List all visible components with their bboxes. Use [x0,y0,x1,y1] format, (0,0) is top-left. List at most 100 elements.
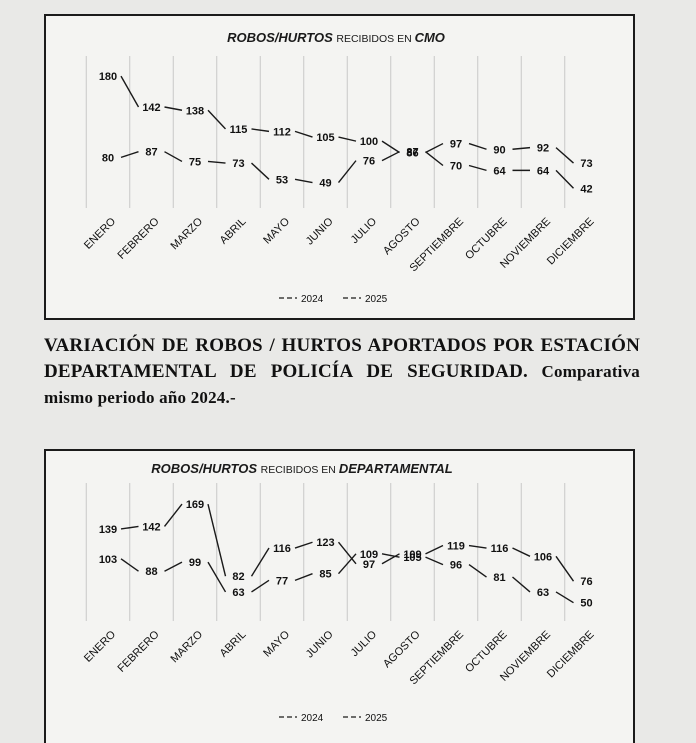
data-label-2025: 50 [580,598,592,610]
series-2024-segment [120,75,140,108]
series-2024-segment [425,544,444,555]
chart-departamental: ROBOS/HURTOS RECIBIDOS EN DEPARTAMENTAL 1… [44,449,635,743]
data-label-2024: 142 [142,102,160,114]
series-2024-segment [207,109,227,130]
chart-title-middle: RECIBIDOS EN [261,464,339,476]
data-label-2024: 106 [534,551,552,563]
data-label-2025: 70 [450,161,462,173]
data-label-2024: 100 [360,136,378,148]
series-2025-segment [120,558,139,572]
series-2025-segment [381,553,400,558]
series-2024-segment [381,140,400,154]
series-2024-segment [163,503,183,527]
data-label-2025: 81 [493,572,505,584]
x-tick-label: ENERO [82,628,118,664]
x-tick-label: OCTUBRE [463,216,510,263]
data-label-2024: 109 [403,549,421,561]
data-label-2025: 53 [276,174,288,186]
data-label-2025: 64 [537,165,550,177]
heading-main: VARIACIÓN DE ROBOS / HURTOS APORTADOS PO… [44,335,640,382]
data-label-2024: 82 [232,571,244,583]
series-2024-segment [294,130,313,138]
x-tick-label: ABRIL [218,629,249,660]
x-tick-label: OCTUBRE [463,629,510,676]
series-2025-segment [164,151,183,163]
data-label-2025: 96 [450,560,462,572]
data-label-2024: 97 [363,559,375,571]
x-tick-label: FEBRERO [116,215,162,261]
heading-sub: Comparativa mismo periodo año 2024.- [44,362,641,407]
series-2024-segment [251,128,270,133]
series-2025-segment [468,564,487,578]
chart-title-suffix: CMO [415,30,445,45]
x-tick-label: ENERO [82,215,118,251]
series-2024: 180 142 138 115 112 105 100 86 97 90 92 73 [99,71,593,170]
data-label-2024: 86 [406,148,418,160]
series-2025-segment [207,160,226,164]
data-label-2025: 76 [363,156,375,168]
data-label-2025: 77 [276,575,288,587]
series-2025-segment [294,573,313,581]
data-label-2024: 112 [273,126,291,138]
x-tick-label: DICIEMBRE [545,216,597,268]
data-label-2025: 49 [319,178,331,190]
series-2024-segment [294,541,313,549]
data-label-2025: 75 [189,156,201,168]
x-tick-label: MARZO [169,215,206,252]
data-label-2025: 42 [580,183,592,195]
series-2024-segment [338,136,357,142]
data-label-2025: 85 [319,569,331,581]
data-label-2024: 116 [491,543,509,555]
section-heading: VARIACIÓN DE ROBOS / HURTOS APORTADOS PO… [44,333,640,411]
x-tick-label: MAYO [261,215,292,246]
data-label-2024: 115 [230,124,248,136]
chart-title-prefix: ROBOS/HURTOS [151,461,260,476]
series-2024-segment [468,142,487,150]
legend-label: 2024 [301,294,324,305]
data-label-2025: 109 [360,549,378,561]
data-label-2025: 73 [232,158,244,170]
series-2025-segment [381,151,400,162]
series-2024-segment [250,547,270,577]
data-label-2024: 116 [273,543,291,555]
x-tick-label: JULIO [349,215,380,246]
chart-title-prefix: ROBOS/HURTOS [227,30,336,45]
chart-departamental-svg: ROBOS/HURTOS RECIBIDOS EN DEPARTAMENTAL 1… [82,461,597,724]
series-2025: 80 87 75 73 53 49 76 87 70 64 64 42 [102,147,593,196]
data-label-2024: 138 [186,105,204,117]
series-2024-segment [164,106,183,111]
data-label-2024: 105 [316,132,334,144]
chart-title-middle: RECIBIDOS EN [336,33,414,45]
chart-cmo: ROBOS/HURTOS RECIBIDOS EN CMO 180 142 138 11… [44,14,635,320]
x-tick-label: AGOSTO [381,215,423,257]
data-label-2024: 97 [450,139,462,151]
series-2024-segment [468,544,487,549]
chart-title: ROBOS/HURTOS RECIBIDOS EN DEPARTAMENTAL [151,461,452,476]
data-label-2024: 139 [99,524,117,536]
series-2025-segment [337,160,357,183]
series-2025-segment [512,576,531,593]
legend-label: 2025 [365,294,388,305]
chart-cmo-svg: ROBOS/HURTOS RECIBIDOS EN CMO 180 142 138 11… [82,30,597,305]
chart-title: ROBOS/HURTOS RECIBIDOS EN CMO [227,30,445,45]
series-2025-segment [294,178,313,184]
x-tick-label: ABRIL [218,216,249,247]
series-2024-segment [425,142,444,154]
series-2025-segment [337,553,357,575]
chart-title-suffix: DEPARTAMENTAL [339,461,453,476]
series-2025-segment [555,591,574,604]
series-2025-segment [468,164,487,172]
data-label-2025: 88 [145,566,157,578]
data-label-2024: 180 [99,71,117,83]
series-2025-segment [251,162,270,180]
series-2024-segment [512,547,531,557]
series-2025-segment [425,556,444,566]
x-tick-label: JUNIO [304,628,336,660]
legend-label: 2025 [365,713,388,724]
data-label-2025: 105 [403,552,421,564]
series-2024-segment [555,555,575,582]
data-label-2025: 99 [189,557,201,569]
data-label-2024: 90 [493,144,505,156]
data-label-2024: 73 [580,158,592,170]
